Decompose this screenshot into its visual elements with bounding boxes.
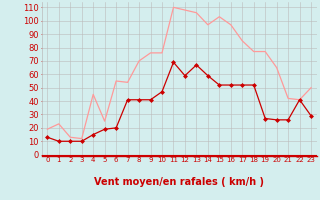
X-axis label: Vent moyen/en rafales ( km/h ): Vent moyen/en rafales ( km/h ) bbox=[94, 177, 264, 187]
